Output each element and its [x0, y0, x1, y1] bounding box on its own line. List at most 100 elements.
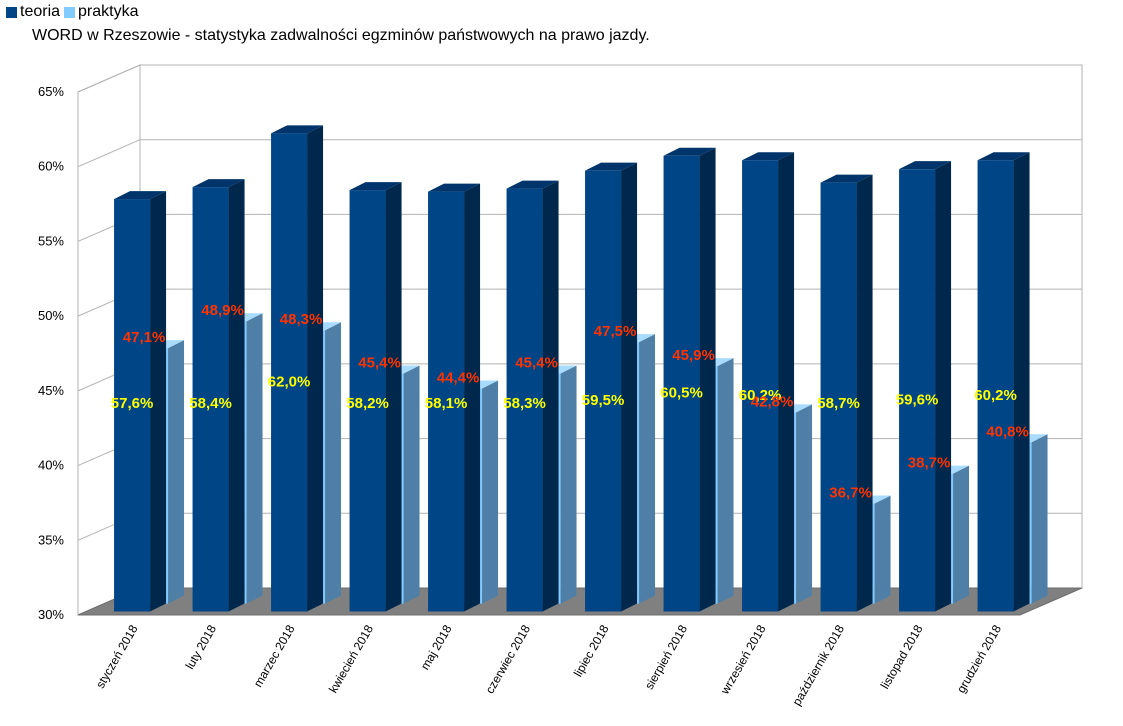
- bar-teoria-top: [742, 152, 795, 161]
- x-tick-label: październik 2018: [790, 622, 848, 708]
- bar-praktyka-side: [482, 380, 499, 604]
- bar-teoria-top: [899, 161, 952, 170]
- bar-teoria-side: [778, 152, 795, 612]
- data-label-teoria: 58,7%: [817, 395, 860, 412]
- legend-swatch-teoria: [6, 6, 17, 18]
- x-tick-label: wrzesień 2018: [717, 622, 768, 697]
- bar-teoria-top: [192, 179, 245, 188]
- bar-teoria: [192, 187, 229, 612]
- legend-label-teoria: teoria: [20, 3, 61, 20]
- legend: teoria praktyka: [6, 3, 143, 21]
- x-tick-label: czerwiec 2018: [483, 622, 534, 696]
- bar-teoria: [820, 182, 857, 612]
- bar-teoria: [663, 155, 700, 612]
- data-label-teoria: 58,2%: [346, 395, 389, 412]
- data-label-teoria: 60,2%: [739, 387, 782, 404]
- bar-teoria-side: [228, 179, 245, 612]
- y-tick-label: 40%: [38, 458, 64, 473]
- data-label-teoria: 58,1%: [425, 395, 468, 412]
- bar-teoria-side: [307, 125, 324, 612]
- data-label-praktyka: 40,8%: [986, 423, 1029, 440]
- data-label-teoria: 60,5%: [660, 385, 703, 402]
- bar-teoria-top: [585, 162, 638, 171]
- data-label-teoria: 57,6%: [111, 395, 154, 412]
- y-tick-label: 30%: [38, 607, 64, 622]
- bar-teoria-side: [150, 191, 167, 612]
- legend-label-praktyka: praktyka: [78, 3, 139, 20]
- data-label-praktyka: 42,8%: [751, 393, 794, 410]
- data-label-praktyka: 48,9%: [201, 302, 244, 319]
- x-tick-label: grudzień 2018: [954, 622, 1004, 695]
- data-label-praktyka: 45,4%: [358, 355, 401, 372]
- bar-praktyka-side: [325, 322, 342, 604]
- y-tick-label: 45%: [38, 383, 64, 398]
- bar-praktyka-side: [246, 313, 263, 604]
- legend-swatch-praktyka: [64, 6, 76, 18]
- y-tick-label: 35%: [38, 532, 64, 547]
- legend-item-praktyka: praktyka: [64, 3, 139, 21]
- bar-teoria-side: [464, 183, 481, 612]
- bar-teoria-side: [542, 180, 559, 612]
- x-tick-label: styczeń 2018: [93, 622, 141, 691]
- x-tick-label: lipiec 2018: [571, 622, 612, 679]
- x-tick-label: maj 2018: [418, 622, 455, 672]
- data-label-praktyka: 44,4%: [437, 369, 480, 386]
- data-label-praktyka: 48,3%: [280, 311, 323, 328]
- data-label-praktyka: 47,5%: [594, 323, 637, 340]
- bar-praktyka-side: [874, 495, 891, 604]
- bar-teoria: [349, 190, 386, 612]
- bar-teoria-top: [428, 183, 481, 192]
- data-label-teoria: 60,2%: [974, 387, 1017, 404]
- legend-item-teoria: teoria: [6, 3, 60, 21]
- bar-teoria: [742, 160, 779, 612]
- bar-teoria-side: [385, 182, 402, 612]
- x-tick-label: luty 2018: [183, 622, 220, 671]
- bar-teoria-top: [506, 180, 559, 189]
- bar-teoria: [899, 169, 936, 612]
- bar-teoria-top: [114, 191, 167, 200]
- x-tick-label: sierpień 2018: [642, 622, 690, 692]
- bar-teoria-top: [977, 152, 1030, 161]
- gridline-side: [77, 64, 141, 93]
- bar-teoria-side: [621, 162, 638, 612]
- bar-teoria-side: [699, 147, 716, 612]
- x-tick-label: kwiecień 2018: [326, 622, 376, 695]
- bar-praktyka-side: [796, 404, 813, 604]
- data-label-teoria: 58,3%: [503, 395, 546, 412]
- bar-teoria: [428, 191, 465, 612]
- bar-praktyka-side: [560, 365, 577, 604]
- data-label-teoria: 59,5%: [582, 392, 625, 409]
- bar-teoria-top: [271, 125, 324, 134]
- bar-teoria: [977, 160, 1014, 612]
- bar-teoria-side: [1013, 152, 1030, 612]
- bar-praktyka-side: [717, 358, 734, 604]
- y-tick-label: 55%: [38, 233, 64, 248]
- data-label-praktyka: 47,1%: [123, 329, 166, 346]
- chart-title: WORD w Rzeszowie - statystyka zadwalnośc…: [32, 27, 650, 44]
- bar-teoria: [114, 199, 151, 612]
- bar-teoria-top: [663, 147, 716, 156]
- bar-praktyka-side: [953, 465, 970, 604]
- bar-teoria-side: [856, 174, 873, 612]
- bar-teoria-top: [820, 174, 873, 183]
- data-label-teoria: 62,0%: [268, 373, 311, 390]
- data-label-teoria: 59,6%: [896, 391, 939, 408]
- bar-teoria: [271, 133, 308, 612]
- gridline-side: [77, 139, 141, 168]
- bar-praktyka-side: [168, 340, 185, 604]
- bar-teoria-top: [349, 182, 402, 191]
- bar-praktyka-side: [403, 365, 420, 604]
- data-label-praktyka: 38,7%: [908, 455, 951, 472]
- y-tick-label: 60%: [38, 159, 64, 174]
- data-label-praktyka: 45,9%: [672, 347, 715, 364]
- data-label-praktyka: 45,4%: [515, 355, 558, 372]
- y-tick-label: 50%: [38, 308, 64, 323]
- data-label-teoria: 58,4%: [189, 395, 232, 412]
- data-label-praktyka: 36,7%: [829, 485, 872, 502]
- x-tick-label: listopad 2018: [878, 622, 926, 691]
- bar-praktyka-side: [1031, 434, 1048, 604]
- bar-teoria-side: [935, 161, 952, 612]
- y-tick-label: 65%: [38, 84, 64, 99]
- bar-teoria: [506, 188, 543, 612]
